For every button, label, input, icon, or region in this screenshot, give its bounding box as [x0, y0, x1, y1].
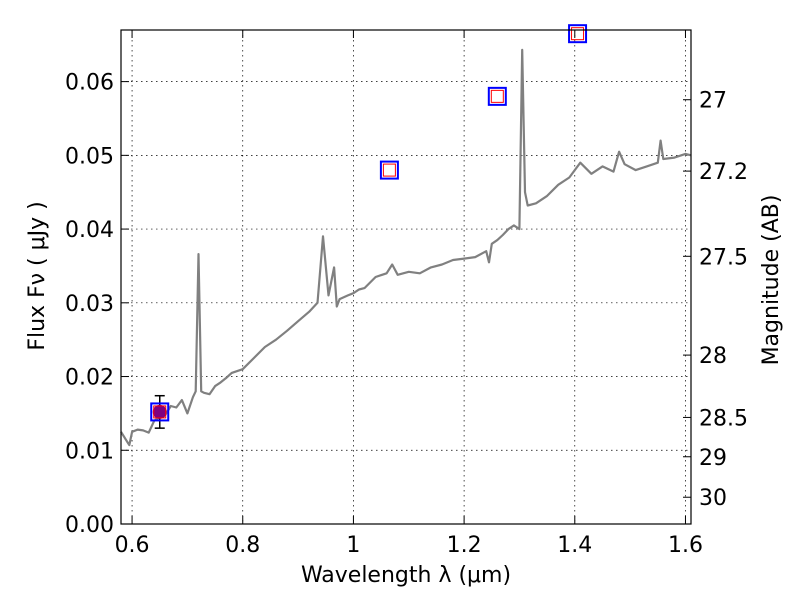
axis-ticks: [121, 30, 691, 525]
magnitude-tick-label: 27.2: [699, 160, 748, 185]
magnitude-tick-label: 28.5: [699, 406, 748, 431]
plot-frame: [120, 29, 692, 525]
model-photometry-inner-square: [382, 163, 396, 177]
y-tick-label: 0.06: [65, 71, 114, 96]
model-photometry-outer-square: [487, 86, 507, 106]
y-tick-label: 0.05: [65, 144, 114, 169]
model-photometry-outer-square: [568, 24, 588, 44]
x-tick-label: 1.6: [668, 533, 703, 558]
y-axis-label: Flux Fν ( μJy ): [25, 201, 50, 350]
model-spectrum-line: [120, 48, 692, 447]
magnitude-tick-label: 29: [699, 446, 727, 471]
y-tick-label: 0.01: [65, 439, 114, 464]
magnitude-tick-label: 27: [699, 89, 727, 114]
y-tick-label: 0.00: [65, 513, 114, 538]
magnitude-tick-label: 27.5: [699, 245, 748, 270]
y-tick-label: 0.04: [65, 218, 114, 243]
model-photometry-inner-square: [153, 405, 167, 419]
model-photometry-inner-square: [490, 89, 504, 103]
model-photometry-outer-square: [150, 402, 170, 422]
x-tick-label: 1.2: [447, 533, 482, 558]
plot-area: [120, 24, 692, 447]
y-tick-label: 0.02: [65, 366, 114, 391]
magnitude-axis-label: Magnitude (AB): [759, 195, 784, 366]
x-axis-label: Wavelength λ (μm): [301, 563, 511, 588]
magnitude-tick-label: 30: [699, 486, 727, 511]
x-tick-label: 1: [346, 533, 360, 558]
x-tick-label: 0.6: [115, 533, 150, 558]
grid-lines: [121, 30, 691, 525]
model-photometry-outer-square: [379, 160, 399, 180]
magnitude-tick-label: 28: [699, 344, 727, 369]
y-tick-label: 0.03: [65, 292, 114, 317]
x-tick-label: 0.8: [225, 533, 260, 558]
x-tick-label: 1.4: [557, 533, 592, 558]
tick-labels: 0.6 0.8 1 1.2 1.4 1.6 0.00 0.01 0.02 0.03 0.04 0.05…: [65, 71, 748, 558]
model-photometry-inner-square: [571, 27, 585, 41]
observed-flux-point: [152, 404, 167, 419]
